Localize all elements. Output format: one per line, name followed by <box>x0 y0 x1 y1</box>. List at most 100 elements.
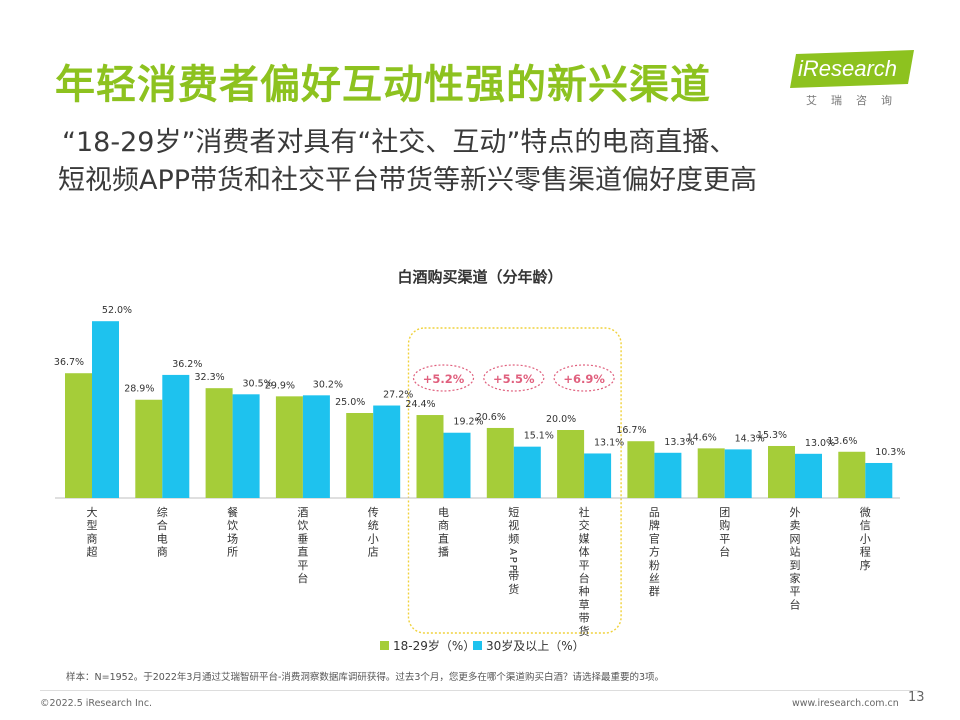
data-label-young-8: 20.0% <box>546 414 576 425</box>
page-title: 年轻消费者偏好互动性强的新兴渠道 <box>55 62 711 108</box>
category-label-8-part-9: 带 <box>579 612 590 625</box>
bar-young-6 <box>416 415 444 498</box>
annotation-label-3: +6.9% <box>563 372 605 386</box>
data-label-young-2: 28.9% <box>124 384 154 395</box>
category-label-4-part-5: 平 <box>297 559 308 572</box>
category-label-5-part-4: 店 <box>368 545 379 559</box>
category-label-12-part-4: 程 <box>860 546 871 559</box>
data-label-young-9: 16.7% <box>616 425 646 436</box>
category-label-6-part-4: 播 <box>438 545 449 559</box>
bar-young-10 <box>697 448 725 498</box>
category-label-1-part-1: 大 <box>87 505 98 519</box>
logo-wordmark: iResearch <box>798 56 898 81</box>
category-label-8-part-10: 货 <box>579 624 590 638</box>
category-label-9-part-3: 官 <box>649 531 660 545</box>
data-label-young-5: 25.0% <box>335 397 365 408</box>
bar-older-11 <box>795 453 822 498</box>
category-label-10-part-1: 团 <box>719 506 730 519</box>
category-label-1-part-2: 型 <box>87 518 98 532</box>
website-text: www.iresearch.com.cn <box>792 698 899 709</box>
data-label-young-6: 24.4% <box>405 399 435 410</box>
data-label-older-10: 14.3% <box>735 433 765 444</box>
bar-young-9 <box>627 441 655 498</box>
data-label-older-2: 36.2% <box>172 359 202 370</box>
category-label-7-part-3: 频 <box>508 531 519 545</box>
category-label-1-part-3: 商 <box>87 531 98 545</box>
category-label-9-part-6: 丝 <box>649 572 660 585</box>
data-label-older-8: 13.1% <box>594 437 624 448</box>
category-label-4-part-3: 垂 <box>297 532 308 545</box>
annotation-ellipse-1 <box>412 364 475 392</box>
category-label-9-part-1: 品 <box>649 506 660 519</box>
legend-label-1: 18-29岁（%） <box>393 638 475 653</box>
bar-older-12 <box>865 462 893 498</box>
category-label-8-part-2: 交 <box>579 518 590 532</box>
category-label-11-part-7: 平 <box>790 585 801 598</box>
legend-label-2: 30岁及以上（%） <box>486 638 585 653</box>
bar-older-6 <box>443 432 471 498</box>
annotation-ellipse-3 <box>553 364 615 392</box>
bar-older-1 <box>92 321 119 498</box>
category-label-9-part-5: 粉 <box>649 559 660 572</box>
category-label-3-part-3: 场 <box>227 531 238 545</box>
category-label-5-part-1: 传 <box>368 506 379 519</box>
category-label-6-part-1: 电 <box>438 506 449 519</box>
logo-subtitle: 艾瑞咨询 <box>806 94 906 107</box>
category-label-12-part-5: 序 <box>860 558 871 572</box>
category-label-12-part-3: 小 <box>860 532 871 545</box>
data-label-older-6: 19.2% <box>453 417 483 428</box>
category-label-10-part-4: 台 <box>719 545 730 559</box>
legend-swatch-1 <box>380 641 389 650</box>
data-label-young-12: 13.6% <box>827 436 857 447</box>
annotation-label-2: +5.5% <box>493 372 535 386</box>
category-label-3-part-4: 所 <box>227 546 238 559</box>
category-label-7-part-1: 短 <box>508 505 519 519</box>
highlight-box <box>407 327 622 634</box>
annotation-ellipse-2 <box>483 364 545 392</box>
bar-older-3 <box>232 394 260 498</box>
category-label-4-part-4: 直 <box>297 545 308 559</box>
category-label-8-part-7: 种 <box>579 584 590 598</box>
category-label-9-part-7: 群 <box>649 584 660 598</box>
copyright-text: ©2022.5 iResearch Inc. <box>40 698 153 709</box>
data-label-older-11: 13.0% <box>805 438 835 449</box>
category-label-9-part-2: 牌 <box>649 518 660 532</box>
data-label-young-4: 29.9% <box>265 380 295 391</box>
category-label-8-part-5: 平 <box>579 559 590 572</box>
category-label-5-part-3: 小 <box>368 532 379 545</box>
bar-older-7 <box>513 446 541 498</box>
category-label-6-part-2: 商 <box>438 518 449 532</box>
category-label-3-part-1: 餐 <box>227 505 238 519</box>
category-label-11-part-5: 到 <box>790 559 801 572</box>
bar-young-2 <box>135 399 163 498</box>
bar-young-7 <box>486 427 514 498</box>
bar-young-8 <box>557 430 585 498</box>
category-label-11-part-1: 外 <box>790 506 801 519</box>
data-label-young-1: 36.7% <box>54 357 84 368</box>
category-label-7-part-2: 视 <box>508 518 519 532</box>
data-label-young-11: 15.3% <box>757 430 787 441</box>
category-label-4-part-1: 酒 <box>297 506 308 519</box>
data-label-older-3: 30.5% <box>243 378 273 389</box>
category-label-7-part-4: A <box>507 548 518 555</box>
category-label-7-part-8: 货 <box>508 582 519 596</box>
bar-young-3 <box>205 388 233 498</box>
bar-older-8 <box>584 453 612 498</box>
category-label-8-part-3: 媒 <box>579 532 590 545</box>
category-label-4-part-2: 饮 <box>297 519 308 532</box>
category-label-6-part-3: 直 <box>438 531 449 545</box>
category-label-8-part-1: 社 <box>579 505 590 519</box>
category-label-8-part-6: 台 <box>579 571 590 585</box>
category-label-9-part-4: 方 <box>649 545 660 559</box>
bar-older-4 <box>302 395 330 498</box>
data-label-older-12: 10.3% <box>875 447 905 458</box>
category-label-5-part-2: 统 <box>368 519 379 532</box>
bar-young-4 <box>275 396 303 498</box>
data-label-older-5: 27.2% <box>383 390 413 401</box>
subtitle-line-2: 短视频APP带货和社交平台带货等新兴零售渠道偏好度更高 <box>58 165 758 196</box>
iresearch-logo: iResearch 艾瑞咨询 <box>790 50 920 110</box>
category-label-8-part-4: 体 <box>579 545 590 559</box>
category-label-1-part-4: 超 <box>87 545 98 559</box>
bar-older-2 <box>162 374 190 498</box>
